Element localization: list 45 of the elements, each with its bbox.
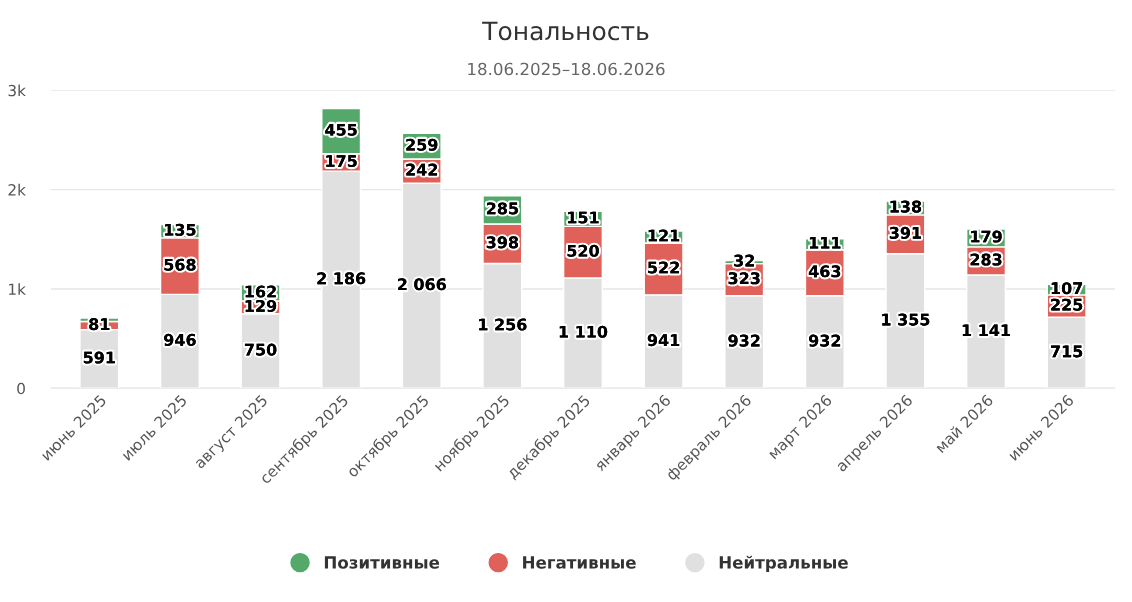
data-label: 111 (809, 236, 841, 249)
data-label: 750 (244, 343, 277, 356)
data-label: 162 (245, 285, 276, 298)
data-label: 455 (325, 123, 357, 136)
legend-label: Нейтральные (719, 555, 848, 572)
chart-subtitle: 18.06.2025–18.06.2026 (468, 62, 665, 76)
data-label: 715 (1051, 345, 1083, 358)
data-label: 225 (1051, 298, 1083, 311)
data-label: 941 (647, 334, 680, 347)
legend-label: Позитивные (324, 556, 440, 569)
data-label: 1 141 (962, 324, 1010, 337)
data-label: 138 (890, 200, 922, 213)
y-tick-label: 1k (9, 283, 26, 295)
data-label: 398 (486, 236, 519, 249)
data-label: 932 (728, 334, 760, 347)
data-label: 463 (808, 265, 841, 278)
y-tick-label: 2k (8, 183, 26, 196)
y-tick-label: 3k (8, 84, 26, 97)
data-label: 323 (728, 272, 760, 285)
data-label: 1 110 (559, 325, 608, 338)
data-label: 129 (245, 299, 277, 313)
data-label: 932 (808, 334, 841, 347)
data-label: 259 (406, 138, 438, 151)
chart-title: Тональность (482, 21, 649, 41)
data-label: 946 (164, 333, 196, 346)
legend-label: Негативные (523, 556, 636, 569)
data-label: 285 (486, 202, 518, 215)
data-label: 1 355 (882, 313, 930, 326)
data-label: 151 (568, 211, 599, 224)
data-label: 242 (406, 163, 438, 176)
data-label: 391 (889, 226, 921, 239)
data-label: 175 (326, 155, 357, 168)
data-label: 591 (83, 351, 115, 364)
y-tick-label: 0 (17, 382, 25, 395)
data-label: 520 (567, 244, 599, 257)
data-label: 522 (648, 261, 679, 274)
data-label: 2 186 (317, 272, 366, 285)
data-label: 2 066 (398, 278, 446, 291)
data-label: 179 (971, 230, 1002, 243)
data-label: 107 (1051, 282, 1083, 295)
data-label: 1 256 (479, 318, 527, 331)
data-label: 135 (165, 223, 196, 236)
data-label: 568 (164, 258, 196, 271)
data-label: 283 (970, 253, 1002, 266)
data-label: 121 (648, 229, 680, 242)
